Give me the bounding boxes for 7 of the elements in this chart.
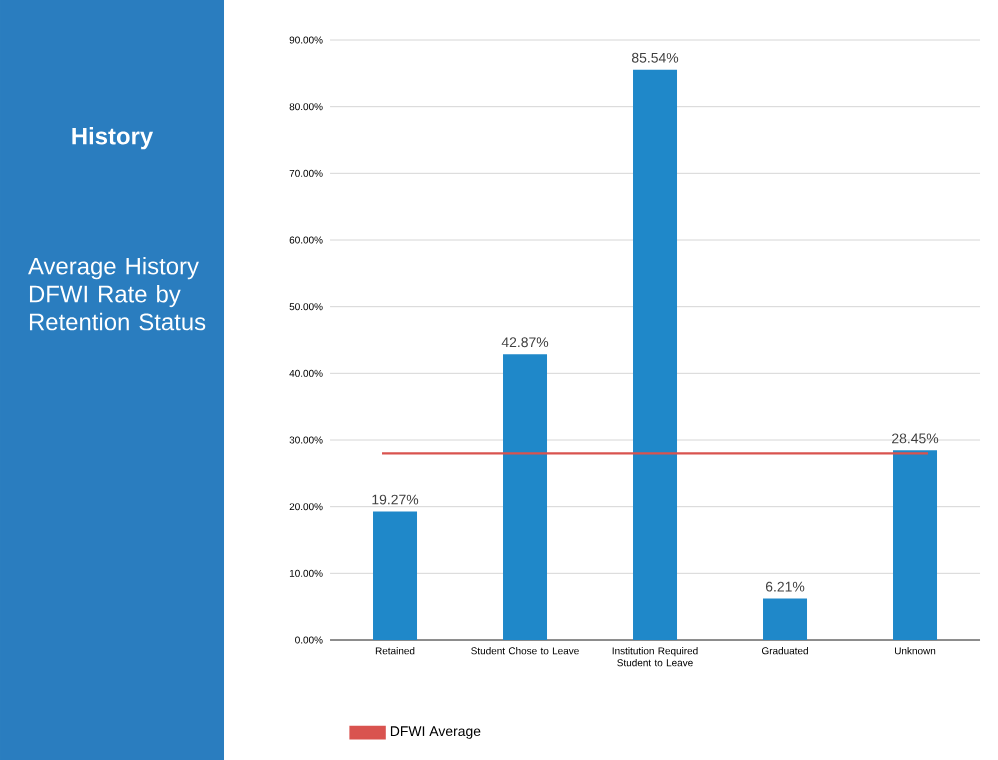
bar: [893, 450, 938, 640]
text: Average History DFWI Rate by Retention Status: [28, 257, 206, 331]
bar: [633, 69, 678, 640]
bar: [503, 354, 548, 640]
bar: [373, 511, 418, 640]
text: History: [72, 127, 154, 150]
bar: [763, 598, 808, 640]
